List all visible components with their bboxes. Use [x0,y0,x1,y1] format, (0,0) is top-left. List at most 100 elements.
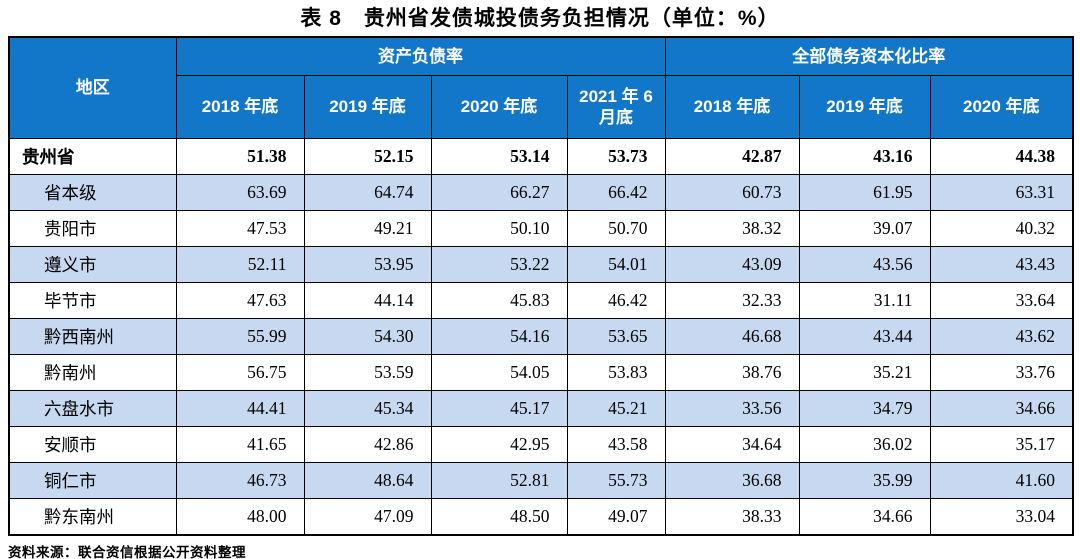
column-header-alr-2021h1: 2021 年 6 月底 [566,75,666,139]
value-cell: 47.63 [175,282,305,319]
value-cell: 42.95 [430,426,568,463]
value-cell: 48.64 [303,462,432,499]
region-column-header: 地区 [8,36,177,139]
value-cell: 34.79 [798,390,931,427]
value-cell: 54.05 [430,354,568,391]
value-cell: 44.41 [175,390,305,427]
table-row-tongren: 铜仁市 46.73 48.64 52.81 55.73 36.68 35.99 … [8,462,1074,499]
table-row-provincial-level: 省本级 63.69 64.74 66.27 66.42 60.73 61.95 … [8,174,1074,211]
value-cell: 46.73 [175,462,305,499]
value-cell: 43.58 [566,426,666,463]
value-cell: 34.64 [664,426,800,463]
value-cell: 45.17 [430,390,568,427]
region-cell: 六盘水市 [8,390,177,427]
value-cell: 43.44 [798,318,931,355]
value-cell: 35.17 [929,426,1074,463]
value-cell: 66.42 [566,174,666,211]
region-cell: 省本级 [8,174,177,211]
value-cell: 53.14 [430,138,568,175]
value-cell: 49.21 [303,210,432,247]
value-cell: 45.83 [430,282,568,319]
value-cell: 60.73 [664,174,800,211]
value-cell: 31.11 [798,282,931,319]
value-cell: 53.83 [566,354,666,391]
value-cell: 51.38 [175,138,305,175]
column-header-dcr-2018: 2018 年底 [664,75,800,139]
value-cell: 64.74 [303,174,432,211]
value-cell: 43.16 [798,138,931,175]
table-row-guizhou-province: 贵州省 51.38 52.15 53.14 53.73 42.87 43.16 … [8,138,1074,175]
value-cell: 44.38 [929,138,1074,175]
table-body: 贵州省 51.38 52.15 53.14 53.73 42.87 43.16 … [8,138,1074,536]
value-cell: 35.99 [798,462,931,499]
value-cell: 61.95 [798,174,931,211]
group-header-debt-capitalization-ratio: 全部债务资本化比率 [664,36,1074,76]
value-cell: 42.86 [303,426,432,463]
region-cell: 黔西南州 [8,318,177,355]
value-cell: 63.31 [929,174,1074,211]
table-row-liupanshui: 六盘水市 44.41 45.34 45.17 45.21 33.56 34.79… [8,390,1074,427]
group-header-asset-liability-ratio: 资产负债率 [175,36,666,76]
value-cell: 46.42 [566,282,666,319]
value-cell: 33.76 [929,354,1074,391]
column-header-alr-2018: 2018 年底 [175,75,305,139]
table-row-bijie: 毕节市 47.63 44.14 45.83 46.42 32.33 31.11 … [8,282,1074,319]
value-cell: 33.56 [664,390,800,427]
value-cell: 53.65 [566,318,666,355]
region-cell: 安顺市 [8,426,177,463]
table-row-qiandongnan: 黔东南州 48.00 47.09 48.50 49.07 38.33 34.66… [8,498,1074,536]
value-cell: 63.69 [175,174,305,211]
column-header-alr-2019: 2019 年底 [303,75,432,139]
value-cell: 38.32 [664,210,800,247]
value-cell: 33.04 [929,498,1074,536]
value-cell: 43.09 [664,246,800,283]
value-cell: 47.09 [303,498,432,536]
value-cell: 48.50 [430,498,568,536]
value-cell: 40.32 [929,210,1074,247]
value-cell: 34.66 [929,390,1074,427]
table-row-qianxinan: 黔西南州 55.99 54.30 54.16 53.65 46.68 43.44… [8,318,1074,355]
table-page: 表 8 贵州省发债城投债务负担情况（单位：%） 地区 资产负债率 全部债务资本化… [8,0,1075,559]
value-cell: 52.11 [175,246,305,283]
value-cell: 43.56 [798,246,931,283]
header-group-row: 地区 资产负债率 全部债务资本化比率 [8,36,1074,139]
header-year-row: 2018 年底 2019 年底 2020 年底 2021 年 6 月底 2018… [9,75,1074,139]
column-header-dcr-2020: 2020 年底 [929,75,1074,139]
value-cell: 53.22 [430,246,568,283]
value-cell: 38.33 [664,498,800,536]
region-cell: 遵义市 [8,246,177,283]
value-cell: 32.33 [664,282,800,319]
value-cell: 54.16 [430,318,568,355]
table-row-guiyang: 贵阳市 47.53 49.21 50.10 50.70 38.32 39.07 … [8,210,1074,247]
value-cell: 33.64 [929,282,1074,319]
table-title: 表 8 贵州省发债城投债务负担情况（单位：%） [300,7,780,30]
value-cell: 50.10 [430,210,568,247]
region-cell: 铜仁市 [8,462,177,499]
column-header-alr-2020: 2020 年底 [430,75,568,139]
value-cell: 55.99 [175,318,305,355]
table-row-qiannan: 黔南州 56.75 53.59 54.05 53.83 38.76 35.21 … [8,354,1074,391]
source-note: 资料来源：联合资信根据公开资料整理 [8,545,246,559]
table-row-anshun: 安顺市 41.65 42.86 42.95 43.58 34.64 36.02 … [8,426,1074,463]
value-cell: 44.14 [303,282,432,319]
value-cell: 46.68 [664,318,800,355]
table-row-zunyi: 遵义市 52.11 53.95 53.22 54.01 43.09 43.56 … [8,246,1074,283]
value-cell: 47.53 [175,210,305,247]
value-cell: 45.34 [303,390,432,427]
value-cell: 39.07 [798,210,931,247]
value-cell: 56.75 [175,354,305,391]
value-cell: 53.73 [566,138,666,175]
value-cell: 50.70 [566,210,666,247]
value-cell: 34.66 [798,498,931,536]
value-cell: 42.87 [664,138,800,175]
region-cell: 黔南州 [8,354,177,391]
region-cell: 黔东南州 [8,498,177,536]
value-cell: 38.76 [664,354,800,391]
value-cell: 55.73 [566,462,666,499]
column-header-dcr-2019: 2019 年底 [798,75,931,139]
value-cell: 43.62 [929,318,1074,355]
value-cell: 45.21 [566,390,666,427]
value-cell: 36.02 [798,426,931,463]
value-cell: 54.01 [566,246,666,283]
value-cell: 49.07 [566,498,666,536]
